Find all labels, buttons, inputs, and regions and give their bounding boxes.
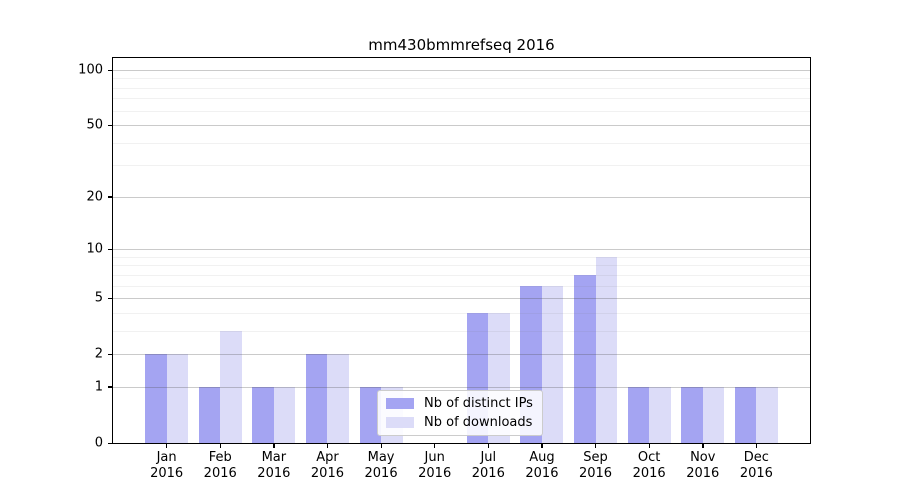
gridline-minor-70 [113, 98, 810, 100]
gridline-major-10 [113, 249, 810, 251]
gridline-minor-4 [113, 312, 810, 314]
gridline-minor-6 [113, 285, 810, 287]
legend-label-downloads: Nb of downloads [424, 415, 533, 430]
x-tick-mark-3 [273, 443, 275, 448]
bar-jan-2016-distinct-ips [145, 354, 167, 443]
x-tick-label-may: May 2016 [364, 450, 398, 481]
x-tick-mark-1 [166, 443, 168, 448]
x-tick-mark-8 [541, 443, 543, 448]
legend-row-downloads: Nb of downloads [386, 415, 542, 430]
x-tick-label-jun: Jun 2016 [418, 450, 452, 481]
x-tick-label-jul: Jul 2016 [471, 450, 505, 481]
bar-dec-2016-downloads [756, 386, 778, 443]
gridline-minor-30 [113, 165, 810, 167]
bar-oct-2016-downloads [649, 386, 671, 443]
y-tick-mark-0 [108, 442, 113, 444]
legend-row-distinct-ips: Nb of distinct IPs [386, 396, 542, 411]
x-tick-label-nov: Nov 2016 [686, 450, 720, 481]
x-tick-label-jan: Jan 2016 [150, 450, 184, 481]
x-tick-mark-9 [595, 443, 597, 448]
legend: Nb of distinct IPs Nb of downloads [377, 390, 543, 436]
bar-dec-2016-distinct-ips [734, 386, 757, 443]
bar-nov-2016-distinct-ips [681, 386, 703, 443]
x-tick-mark-7 [487, 443, 490, 448]
x-tick-label-apr: Apr 2016 [310, 450, 344, 481]
x-tick-mark-12 [755, 443, 758, 448]
bar-feb-2016-distinct-ips [198, 386, 221, 443]
bar-sep-2016-downloads [595, 256, 618, 443]
bar-jan-2016-downloads [166, 354, 189, 443]
gridline-minor-7 [113, 274, 810, 276]
x-tick-label-sep: Sep 2016 [578, 450, 613, 481]
gridline-major-20 [113, 196, 810, 198]
legend-label-distinct-ips: Nb of distinct IPs [424, 396, 533, 411]
gridline-minor-9 [113, 256, 810, 258]
gridline-major-100 [113, 70, 810, 71]
y-tick-label-50: 50 [86, 117, 103, 133]
plot-area: Nb of distinct IPs Nb of downloads [112, 57, 811, 444]
x-tick-label-feb: Feb 2016 [203, 450, 237, 481]
x-tick-mark-6 [434, 443, 436, 448]
y-tick-label-2: 2 [94, 346, 103, 362]
bar-mar-2016-downloads [273, 386, 296, 443]
x-tick-mark-4 [326, 443, 329, 448]
legend-swatch-downloads [386, 417, 414, 428]
gridline-minor-3 [113, 330, 810, 332]
y-tick-label-10: 10 [86, 241, 103, 257]
y-tick-mark-5 [108, 297, 113, 299]
gridline-major-5 [113, 298, 810, 300]
bar-aug-2016-downloads [541, 285, 564, 443]
x-tick-mark-10 [648, 443, 650, 448]
bar-mar-2016-distinct-ips [252, 386, 274, 443]
bar-nov-2016-downloads [702, 386, 725, 443]
bar-sep-2016-distinct-ips [574, 274, 596, 443]
x-tick-label-dec: Dec 2016 [739, 450, 773, 481]
y-tick-label-0: 0 [94, 435, 103, 451]
bar-may-2016-distinct-ips [359, 386, 382, 443]
gridline-minor-8 [113, 265, 810, 267]
y-tick-mark-1 [108, 386, 113, 388]
y-tick-label-100: 100 [78, 62, 103, 78]
gridline-minor-80 [113, 87, 810, 89]
y-tick-mark-10 [108, 248, 113, 250]
gridline-major-2 [113, 354, 810, 356]
y-tick-mark-2 [108, 353, 113, 355]
x-tick-label-oct: Oct 2016 [632, 450, 666, 481]
bar-apr-2016-distinct-ips [305, 354, 328, 443]
y-tick-mark-50 [108, 124, 113, 127]
x-tick-mark-5 [380, 443, 382, 448]
y-tick-label-1: 1 [94, 379, 103, 395]
y-tick-label-20: 20 [86, 189, 103, 205]
x-tick-mark-2 [219, 443, 222, 448]
bar-feb-2016-downloads [220, 330, 242, 443]
chart-title: mm430bmmrefseq 2016 [368, 36, 555, 54]
gridline-minor-90 [113, 78, 810, 80]
legend-swatch-distinct-ips [386, 398, 414, 409]
y-tick-mark-20 [108, 196, 113, 198]
y-tick-label-5: 5 [94, 290, 103, 306]
x-tick-mark-11 [702, 443, 704, 448]
x-tick-label-mar: Mar 2016 [257, 450, 291, 481]
x-tick-label-aug: Aug 2016 [525, 450, 559, 481]
bar-apr-2016-downloads [327, 354, 349, 443]
y-tick-mark-100 [108, 69, 113, 71]
gridline-minor-40 [113, 142, 810, 144]
gridline-major-50 [113, 125, 810, 127]
gridline-minor-60 [113, 110, 810, 112]
bar-oct-2016-distinct-ips [627, 386, 650, 443]
